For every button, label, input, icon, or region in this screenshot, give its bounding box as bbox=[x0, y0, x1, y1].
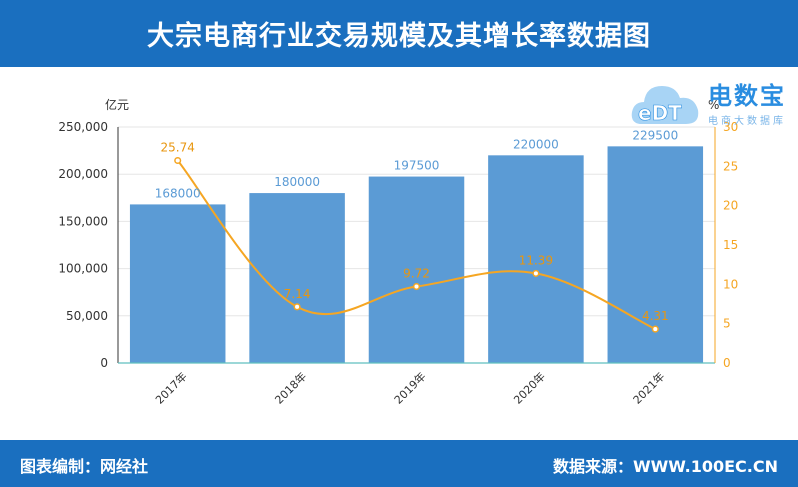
bar bbox=[129, 204, 226, 363]
logo: eDT 电数宝 电商大数据库 bbox=[628, 72, 794, 138]
y-right-tick-label: 0 bbox=[723, 356, 731, 370]
footer-credit: 图表编制：网经社 bbox=[20, 457, 149, 476]
y-right-tick-label: 30 bbox=[723, 120, 738, 134]
y-axis-left-label: 亿元 bbox=[105, 97, 129, 112]
line-value-label: 9.72 bbox=[403, 267, 430, 281]
bar bbox=[488, 155, 584, 363]
line-value-label: 11.39 bbox=[519, 253, 553, 267]
y-right-tick-label: 25 bbox=[723, 159, 738, 173]
x-tick-label: 2019年 bbox=[391, 369, 428, 406]
line-point bbox=[412, 282, 421, 291]
bar-value-label: 197500 bbox=[394, 159, 440, 173]
y-right-tick-label: 10 bbox=[723, 277, 738, 291]
logo-name: 电数宝 bbox=[708, 82, 786, 110]
y-left-tick-label: 150,000 bbox=[58, 214, 108, 228]
bar bbox=[249, 193, 345, 363]
footer-source: 数据来源：WWW.100EC.CN bbox=[552, 457, 778, 476]
chart-title: 大宗电商行业交易规模及其增长率数据图 bbox=[147, 21, 651, 52]
line-point bbox=[174, 156, 182, 165]
y-right-tick-label: 20 bbox=[723, 199, 738, 213]
x-tick-label: 2017年 bbox=[152, 369, 189, 406]
x-tick-label: 2018年 bbox=[272, 369, 309, 406]
y-right-tick-label: 15 bbox=[723, 238, 738, 252]
x-tick-label: 2021年 bbox=[630, 369, 667, 406]
logo-mark: eDT bbox=[638, 101, 682, 125]
line-value-label: 4.31 bbox=[642, 309, 669, 323]
bar-value-label: 229500 bbox=[632, 128, 678, 142]
y-axis-right-label: % bbox=[708, 98, 719, 112]
y-left-tick-label: 0 bbox=[100, 356, 108, 370]
data-labels: 168000 180000 197500 220000 229500 25.74 7.14 9… bbox=[155, 128, 678, 323]
y-left-tick-label: 50,000 bbox=[66, 309, 108, 323]
chart: 168000 180000 197500 220000 229500 25.74 7.14 9… bbox=[58, 97, 738, 407]
logo-subtitle: 电商大数据库 bbox=[708, 116, 786, 127]
y-left-tick-label: 200,000 bbox=[58, 167, 108, 181]
line-value-label: 7.14 bbox=[284, 287, 311, 301]
x-tick-label: 2020年 bbox=[511, 369, 548, 406]
bar-value-label: 180000 bbox=[274, 175, 320, 189]
bar-series bbox=[129, 146, 704, 363]
bar-value-label: 168000 bbox=[155, 186, 201, 200]
y-left-tick-label: 250,000 bbox=[58, 120, 108, 134]
footer-bar: 图表编制：网经社 数据来源：WWW.100EC.CN bbox=[0, 440, 798, 487]
bar bbox=[368, 176, 465, 363]
line-point bbox=[293, 303, 301, 311]
header-bar: 大宗电商行业交易规模及其增长率数据图 bbox=[0, 0, 798, 67]
line-point bbox=[532, 269, 540, 277]
bar-value-label: 220000 bbox=[513, 137, 559, 151]
line-point bbox=[651, 325, 659, 333]
cloud-logo-icon: eDT bbox=[631, 86, 699, 125]
line-series bbox=[174, 156, 659, 333]
line-value-label: 25.74 bbox=[161, 141, 195, 155]
y-right-tick-label: 5 bbox=[723, 317, 731, 331]
y-left-tick-label: 100,000 bbox=[58, 262, 108, 276]
